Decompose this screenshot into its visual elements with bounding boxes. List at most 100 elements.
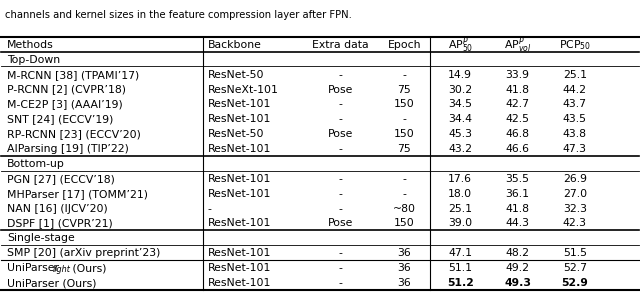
Text: 48.2: 48.2 — [506, 248, 529, 258]
Text: Extra data: Extra data — [312, 40, 369, 50]
Text: 33.9: 33.9 — [506, 70, 529, 80]
Text: 42.3: 42.3 — [563, 219, 587, 228]
Text: (Ours): (Ours) — [69, 263, 106, 273]
Text: SNT [24] (ECCV’19): SNT [24] (ECCV’19) — [7, 114, 113, 124]
Text: ResNet-101: ResNet-101 — [208, 114, 271, 124]
Text: 42.7: 42.7 — [506, 99, 529, 109]
Text: 150: 150 — [394, 219, 415, 228]
Text: -: - — [339, 189, 342, 199]
Text: -: - — [403, 174, 406, 184]
Text: Bottom-up: Bottom-up — [7, 159, 65, 169]
Text: -: - — [339, 70, 342, 80]
Text: 42.5: 42.5 — [506, 114, 529, 124]
Text: -: - — [208, 204, 212, 214]
Text: ResNet-101: ResNet-101 — [208, 248, 271, 258]
Text: SMP [20] (arXiv preprint’23): SMP [20] (arXiv preprint’23) — [7, 248, 161, 258]
Text: 36: 36 — [397, 248, 412, 258]
Text: -: - — [403, 70, 406, 80]
Text: 25.1: 25.1 — [563, 70, 587, 80]
Text: ResNet-101: ResNet-101 — [208, 174, 271, 184]
Text: ResNeXt-101: ResNeXt-101 — [208, 85, 279, 94]
Text: P-RCNN [2] (CVPR’18): P-RCNN [2] (CVPR’18) — [7, 85, 126, 94]
Text: ResNet-101: ResNet-101 — [208, 219, 271, 228]
Text: 36.1: 36.1 — [506, 189, 529, 199]
Text: 25.1: 25.1 — [448, 204, 472, 214]
Text: 14.9: 14.9 — [448, 70, 472, 80]
Text: 52.7: 52.7 — [563, 263, 587, 273]
Text: ResNet-50: ResNet-50 — [208, 129, 264, 139]
Text: Top-Down: Top-Down — [7, 55, 60, 65]
Text: -: - — [339, 263, 342, 273]
Text: DSPF [1] (CVPR’21): DSPF [1] (CVPR’21) — [7, 219, 113, 228]
Text: PGN [27] (ECCV’18): PGN [27] (ECCV’18) — [7, 174, 115, 184]
Text: -: - — [339, 114, 342, 124]
Text: M-CE2P [3] (AAAI’19): M-CE2P [3] (AAAI’19) — [7, 99, 123, 109]
Text: UniParser: UniParser — [7, 263, 59, 273]
Text: -: - — [339, 174, 342, 184]
Text: AP$^P_{vol}$: AP$^P_{vol}$ — [504, 35, 531, 55]
Text: 51.2: 51.2 — [447, 278, 474, 288]
Text: ResNet-101: ResNet-101 — [208, 144, 271, 154]
Text: 45.3: 45.3 — [448, 129, 472, 139]
Text: Methods: Methods — [7, 40, 54, 50]
Text: 17.6: 17.6 — [448, 174, 472, 184]
Text: 41.8: 41.8 — [506, 204, 529, 214]
Text: 150: 150 — [394, 129, 415, 139]
Text: NAN [16] (IJCV’20): NAN [16] (IJCV’20) — [7, 204, 108, 214]
Text: 18.0: 18.0 — [448, 189, 472, 199]
Text: Pose: Pose — [328, 85, 353, 94]
Text: PCP$_{50}$: PCP$_{50}$ — [559, 38, 591, 52]
Text: M-RCNN [38] (TPAMI’17): M-RCNN [38] (TPAMI’17) — [7, 70, 140, 80]
Text: MHParser [17] (TOMM’21): MHParser [17] (TOMM’21) — [7, 189, 148, 199]
Text: -: - — [403, 189, 406, 199]
Text: 36: 36 — [397, 263, 412, 273]
Text: 51.5: 51.5 — [563, 248, 587, 258]
Text: 27.0: 27.0 — [563, 189, 587, 199]
Text: Pose: Pose — [328, 219, 353, 228]
Text: -: - — [339, 204, 342, 214]
Text: 49.2: 49.2 — [506, 263, 529, 273]
Text: -: - — [339, 248, 342, 258]
Text: -: - — [339, 144, 342, 154]
Text: 47.3: 47.3 — [563, 144, 587, 154]
Text: ~80: ~80 — [393, 204, 416, 214]
Text: 75: 75 — [397, 144, 412, 154]
Text: RP-RCNN [23] (ECCV’20): RP-RCNN [23] (ECCV’20) — [7, 129, 141, 139]
Text: -: - — [403, 114, 406, 124]
Text: 35.5: 35.5 — [506, 174, 529, 184]
Text: 30.2: 30.2 — [448, 85, 472, 94]
Text: AP$^P_{50}$: AP$^P_{50}$ — [447, 35, 473, 55]
Text: 44.3: 44.3 — [506, 219, 529, 228]
Text: 34.4: 34.4 — [448, 114, 472, 124]
Text: Backbone: Backbone — [208, 40, 262, 50]
Text: 26.9: 26.9 — [563, 174, 587, 184]
Text: 47.1: 47.1 — [448, 248, 472, 258]
Text: 43.7: 43.7 — [563, 99, 587, 109]
Text: ResNet-101: ResNet-101 — [208, 189, 271, 199]
Text: 43.8: 43.8 — [563, 129, 587, 139]
Text: 39.0: 39.0 — [448, 219, 472, 228]
Text: light: light — [53, 266, 71, 274]
Text: 51.1: 51.1 — [448, 263, 472, 273]
Text: Epoch: Epoch — [388, 40, 421, 50]
Text: 150: 150 — [394, 99, 415, 109]
Text: 43.5: 43.5 — [563, 114, 587, 124]
Text: Pose: Pose — [328, 129, 353, 139]
Text: ResNet-101: ResNet-101 — [208, 99, 271, 109]
Text: UniParser (Ours): UniParser (Ours) — [7, 278, 97, 288]
Text: 46.6: 46.6 — [506, 144, 529, 154]
Text: 75: 75 — [397, 85, 412, 94]
Text: 41.8: 41.8 — [506, 85, 529, 94]
Text: 44.2: 44.2 — [563, 85, 587, 94]
Text: ResNet-50: ResNet-50 — [208, 70, 264, 80]
Text: 32.3: 32.3 — [563, 204, 587, 214]
Text: 34.5: 34.5 — [448, 99, 472, 109]
Text: ResNet-101: ResNet-101 — [208, 278, 271, 288]
Text: -: - — [339, 99, 342, 109]
Text: 52.9: 52.9 — [561, 278, 588, 288]
Text: 36: 36 — [397, 278, 412, 288]
Text: Single-stage: Single-stage — [7, 233, 75, 243]
Text: 46.8: 46.8 — [506, 129, 529, 139]
Text: 49.3: 49.3 — [504, 278, 531, 288]
Text: channels and kernel sizes in the feature compression layer after FPN.: channels and kernel sizes in the feature… — [4, 10, 351, 20]
